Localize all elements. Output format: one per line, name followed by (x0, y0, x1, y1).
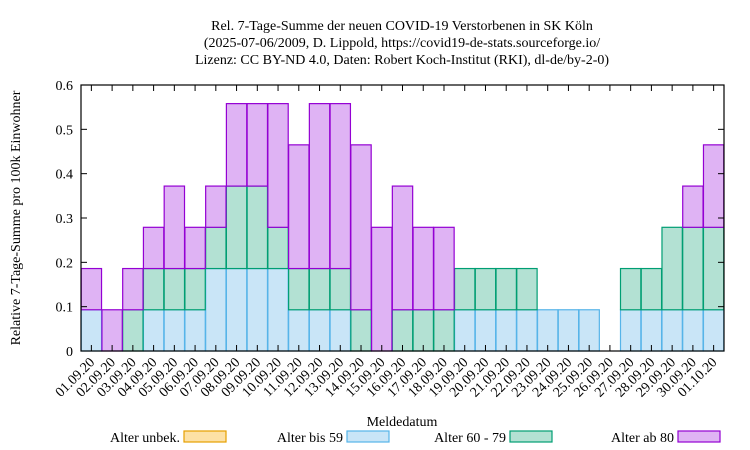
bar-segment (702, 309, 725, 352)
chart-title: Rel. 7-Tage-Summe der neuen COVID-19 Ver… (195, 19, 609, 68)
bar-segment (122, 309, 144, 352)
bar-segment (495, 309, 517, 352)
bar-segment (163, 185, 186, 270)
bar-segment (682, 309, 704, 352)
bar-segment (495, 267, 517, 311)
bar-segment (702, 144, 725, 228)
bar-segment (682, 185, 704, 228)
bar-segment (474, 267, 497, 311)
chart-title-line-1: Rel. 7-Tage-Summe der neuen COVID-19 Ver… (211, 19, 593, 34)
bar-segment (702, 226, 725, 311)
bar-segment (474, 309, 497, 352)
bar-segment (640, 267, 663, 311)
bar-segment (682, 226, 704, 311)
bar-segment (101, 309, 123, 352)
y-tick-label: 0.4 (56, 168, 74, 183)
bar-segment (433, 226, 455, 311)
bar-segment (619, 267, 642, 311)
bar-segment (142, 267, 165, 311)
legend-label: Alter bis 59 (277, 431, 343, 446)
bar-segment (661, 309, 683, 352)
bar-segment (225, 185, 248, 270)
legend-swatch (677, 430, 721, 443)
bar-segment (308, 309, 331, 352)
legend-swatch (183, 430, 227, 443)
bar-segment (516, 267, 538, 311)
bar-segment (205, 226, 227, 270)
y-tick-label: 0.5 (56, 123, 74, 138)
y-tick-label: 0.6 (56, 79, 74, 94)
bar-segment (288, 144, 310, 270)
bar-segment (412, 309, 435, 352)
legend-swatch (346, 430, 390, 443)
bar-segment (267, 226, 289, 270)
legend-label: Alter ab 80 (611, 431, 674, 446)
bar-segment (329, 103, 352, 270)
y-tick-label: 0.3 (56, 212, 74, 227)
bar-segment (267, 267, 289, 352)
y-tick-label: 0 (66, 345, 73, 360)
bar-segment (453, 309, 476, 352)
legend-label: Alter unbek. (110, 431, 180, 446)
bar-segment (391, 185, 414, 311)
bar-segment (80, 309, 103, 352)
bar-segment (557, 309, 580, 352)
bar-segment (433, 309, 455, 352)
bar-segment (350, 144, 372, 311)
x-axis-label: Meldedatum (367, 415, 438, 430)
plot-frame (80, 84, 725, 352)
y-axis-ticks: 0 0.1 0.2 0.3 0.4 0.5 0.6 (56, 79, 724, 360)
legend: Alter unbek. Alter bis 59 Alter 60 - 79 Alt… (110, 430, 721, 446)
bar-segment (619, 309, 642, 352)
bar-segment (536, 309, 559, 352)
bar-segment (246, 185, 269, 270)
chart-title-line-3: Lizenz: CC BY-ND 4.0, Daten: Robert Koch… (195, 53, 609, 68)
bar-segment (246, 267, 269, 352)
bar-segment (391, 309, 414, 352)
bar-segment (370, 226, 393, 352)
bar-segment (412, 226, 435, 311)
bar-segment (661, 226, 683, 311)
bar-segment (288, 309, 310, 352)
y-tick-label: 0.1 (56, 301, 74, 316)
bar-segment (329, 267, 352, 311)
bar-segment (163, 267, 186, 311)
bar-segment (142, 226, 165, 270)
bar-segment (225, 103, 248, 187)
bar-segment (80, 267, 103, 311)
bar-segment (122, 267, 144, 311)
bar-segment (516, 309, 538, 352)
bar-segment (308, 267, 331, 311)
bar-segment (640, 309, 663, 352)
bar-segment (225, 267, 248, 352)
chart-title-line-2: (2025-07-06/2009, D. Lippold, https://co… (204, 36, 600, 51)
bar-segment (163, 309, 186, 352)
bars-layer (80, 103, 725, 352)
y-tick-label: 0.2 (56, 256, 74, 271)
bar-segment (205, 267, 227, 352)
bar-segment (308, 103, 331, 270)
bar-segment (288, 267, 310, 311)
bar-segment (205, 185, 227, 228)
bar-segment (184, 267, 206, 311)
legend-label: Alter 60 - 79 (434, 431, 506, 446)
bar-segment (329, 309, 352, 352)
bar-segment (578, 309, 600, 352)
y-axis-label: Relative 7-Tage-Summe pro 100k Einwohner (9, 90, 24, 345)
bar-segment (246, 103, 269, 187)
bar-segment (453, 267, 476, 311)
bar-segment (184, 309, 206, 352)
bar-segment (267, 103, 289, 228)
bar-segment (184, 226, 206, 270)
bar-segment (350, 309, 372, 352)
bar-segment (142, 309, 165, 352)
legend-swatch (509, 430, 553, 443)
